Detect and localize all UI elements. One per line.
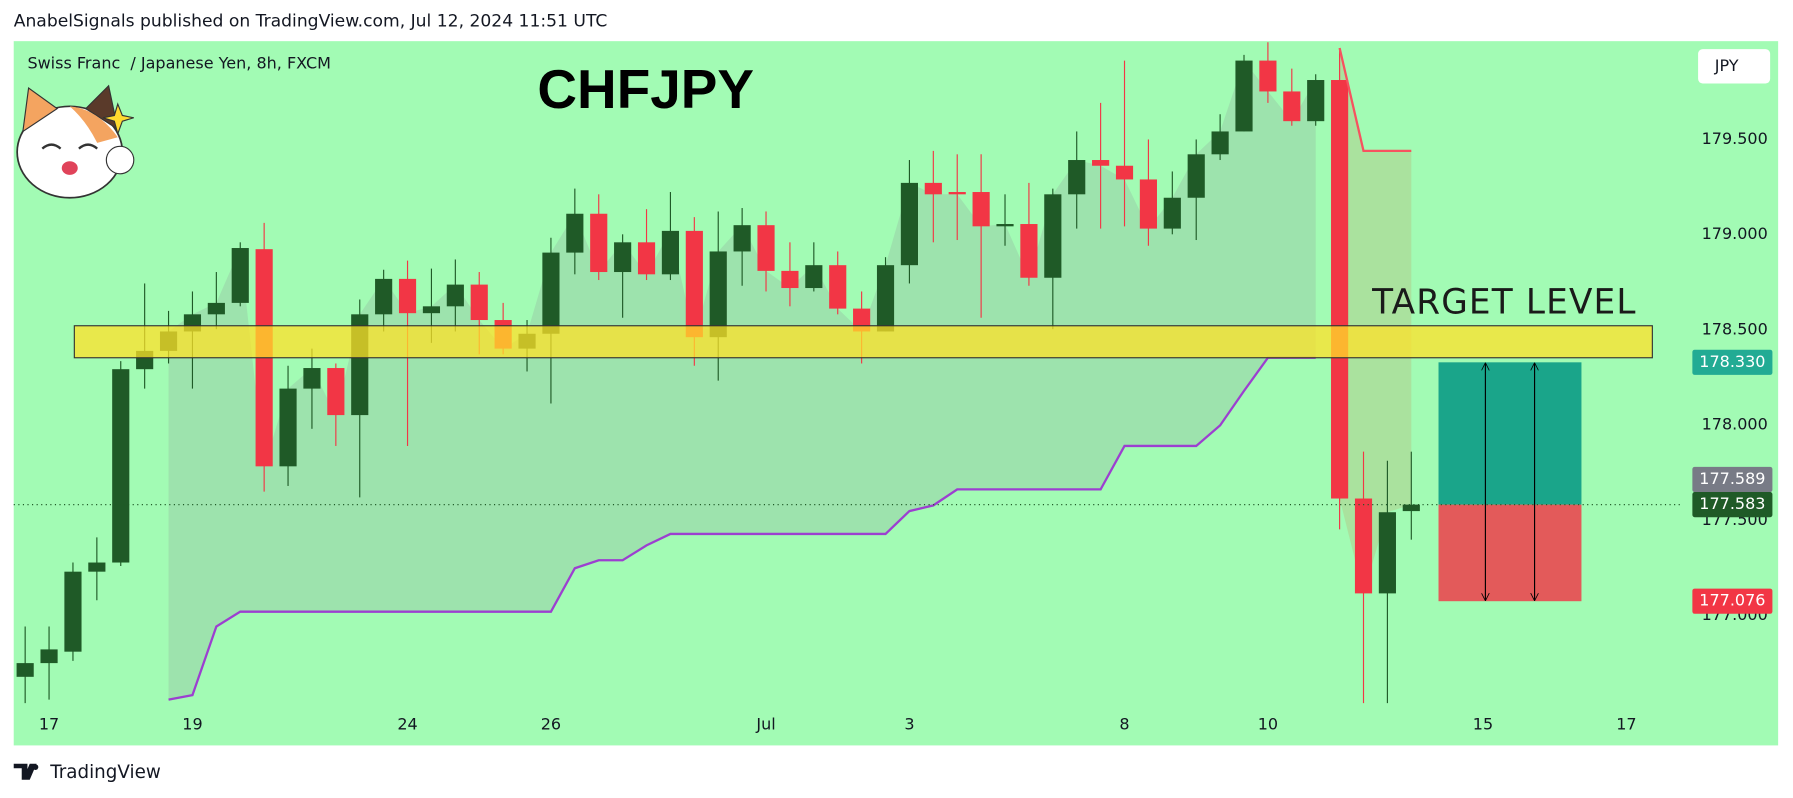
candle-body xyxy=(1211,131,1229,155)
candle-body xyxy=(614,242,632,273)
x-tick-label: 3 xyxy=(904,714,914,733)
y-tick-label: 179.000 xyxy=(1702,224,1768,243)
candle-body xyxy=(1187,154,1205,198)
x-tick-label: 15 xyxy=(1473,714,1493,733)
candle-body xyxy=(422,306,441,314)
plot-area xyxy=(16,42,1420,704)
candle-body xyxy=(829,265,847,309)
y-tick-label: 179.500 xyxy=(1702,129,1768,148)
candle-body xyxy=(996,224,1014,227)
candle-body xyxy=(733,225,751,252)
chart-title: CHFJPY xyxy=(537,58,754,120)
trend-fill xyxy=(1339,48,1412,594)
candle-body xyxy=(279,388,297,467)
candle-body xyxy=(876,265,895,332)
candle-body xyxy=(542,252,560,334)
candle-body xyxy=(1163,197,1181,229)
price-label: 178.330 xyxy=(1699,352,1765,371)
price-label: 177.583 xyxy=(1699,494,1765,513)
candle-body xyxy=(805,265,823,289)
currency-label: JPY xyxy=(1714,56,1739,75)
target-zone xyxy=(73,325,1653,359)
x-tick-label: 17 xyxy=(1616,714,1636,733)
candle-body xyxy=(1092,160,1110,166)
candle-body xyxy=(781,270,799,289)
candle-body xyxy=(1354,498,1373,594)
candle-body xyxy=(566,213,584,253)
x-tick-label: 17 xyxy=(39,714,59,733)
candle-body xyxy=(1402,504,1420,512)
candle-body xyxy=(661,230,680,275)
candle-body xyxy=(1283,91,1301,122)
candle-body xyxy=(1044,194,1062,278)
mascot xyxy=(16,84,135,199)
price-label: 177.076 xyxy=(1699,591,1765,610)
price-label-box xyxy=(1692,349,1773,375)
candle-body xyxy=(327,368,345,416)
brand-logo xyxy=(13,763,42,780)
price-label-box xyxy=(1692,588,1773,614)
indicator-line xyxy=(1338,47,1412,153)
candle-body xyxy=(685,230,703,338)
indicator-line xyxy=(168,356,1316,701)
candle-body xyxy=(948,192,966,195)
candle-body xyxy=(1068,160,1086,195)
target-label: TARGET LEVEL xyxy=(1371,283,1636,323)
price-label-box xyxy=(1692,492,1773,518)
candle-body xyxy=(1331,80,1349,499)
y-tick-label: 178.000 xyxy=(1702,415,1768,434)
candle-body xyxy=(207,302,225,315)
candle-body xyxy=(1139,179,1157,229)
candle-body xyxy=(1235,60,1253,132)
price-label-box xyxy=(1692,466,1773,493)
candle-body xyxy=(590,213,608,273)
chart-subtitle: Swiss Franc / Japanese Yen, 8h, FXCM xyxy=(27,54,330,73)
x-tick-label: 26 xyxy=(541,714,561,733)
trend-fill xyxy=(168,60,1316,700)
x-tick-label: 10 xyxy=(1258,714,1278,733)
y-tick-label: 178.500 xyxy=(1702,319,1768,338)
candle-body xyxy=(1115,165,1134,180)
price-axis: 177.000177.500178.000178.500179.000179.5… xyxy=(1683,129,1773,624)
profit-zone xyxy=(1438,362,1582,505)
candle-body xyxy=(972,192,990,227)
candle-body xyxy=(1020,224,1038,278)
candle-body xyxy=(757,225,775,271)
candle-body xyxy=(900,182,918,266)
brand-name: TradingView xyxy=(49,762,161,783)
candle-body xyxy=(64,571,82,652)
candle-body xyxy=(16,663,34,677)
loss-zone xyxy=(1438,504,1582,602)
x-tick-label: 24 xyxy=(397,714,417,733)
candle-body xyxy=(40,649,58,664)
candle-body xyxy=(1307,80,1325,122)
header-text: AnabelSignals published on TradingView.c… xyxy=(14,12,608,32)
currency-button[interactable] xyxy=(1698,49,1771,84)
candle-body xyxy=(470,284,488,321)
candle-body xyxy=(1259,60,1277,92)
x-tick-label: 8 xyxy=(1119,714,1129,733)
candle-body xyxy=(446,284,464,307)
candle-body xyxy=(1378,512,1396,594)
candle-body xyxy=(88,562,106,572)
candle-body xyxy=(709,251,727,338)
candle-body xyxy=(637,242,656,275)
candle-body xyxy=(924,182,942,195)
price-label: 177.589 xyxy=(1699,469,1765,488)
x-tick-label: Jul xyxy=(755,714,775,733)
candle-body xyxy=(112,369,130,563)
candle-body xyxy=(398,278,417,314)
candle-body xyxy=(375,278,393,315)
x-tick-label: 19 xyxy=(182,714,202,733)
candle-body xyxy=(231,248,249,303)
candle-body xyxy=(303,368,321,389)
